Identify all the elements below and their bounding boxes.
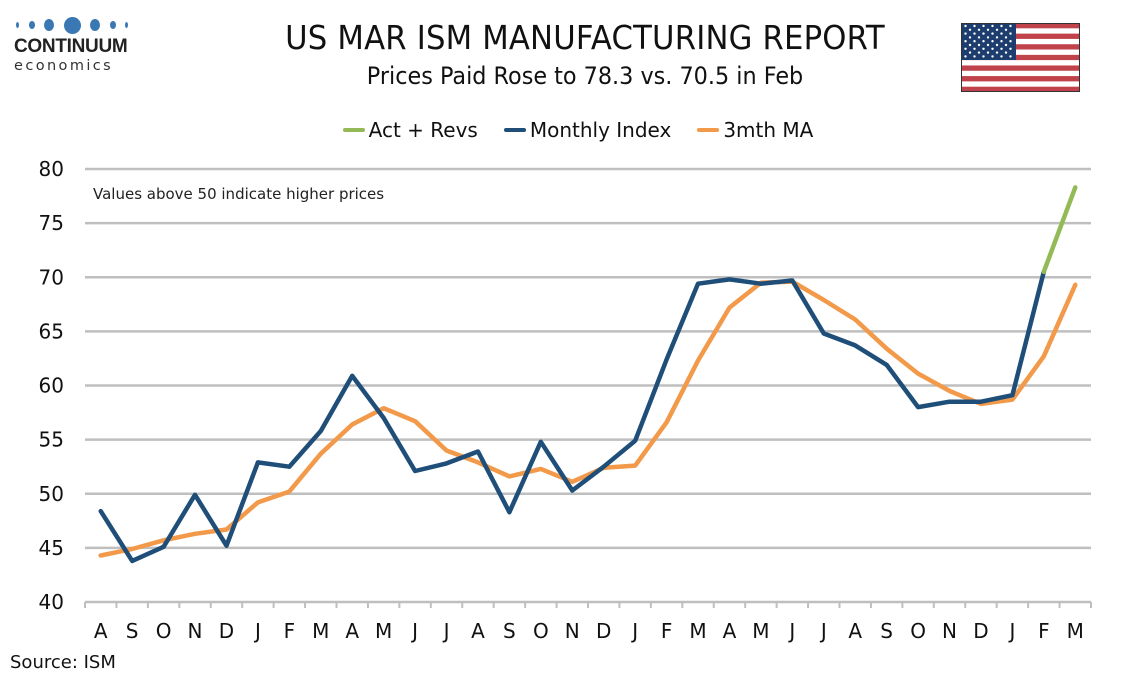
series-lines <box>98 185 1078 564</box>
source-note: Source: ISM <box>10 652 116 673</box>
legend-item-3mth-ma: 3mth MA <box>697 118 813 142</box>
brand-sub: economics <box>14 58 114 74</box>
x-tick-label: F <box>1038 619 1050 643</box>
x-tick-label: J <box>819 619 827 643</box>
x-tick-label: O <box>156 619 172 643</box>
series-line-monthly-index <box>98 269 1047 564</box>
legend-swatch-act-revs <box>342 128 365 132</box>
y-tick-label: 80 <box>39 157 64 181</box>
chart-title: US MAR ISM MANUFACTURING REPORT <box>285 18 885 57</box>
x-tick-label: S <box>880 619 893 643</box>
y-tick-label: 65 <box>39 319 64 343</box>
y-tick-label: 55 <box>39 428 64 452</box>
y-tick-label: 75 <box>39 211 64 235</box>
y-tick-label: 70 <box>39 265 64 289</box>
x-tick-label: O <box>533 619 549 643</box>
x-tick-label: A <box>848 619 862 643</box>
x-tick-label: A <box>345 619 359 643</box>
x-tick-label: J <box>410 619 418 643</box>
x-tick-label: S <box>126 619 139 643</box>
x-tick-label: M <box>375 619 392 643</box>
y-tick-label: 40 <box>39 590 64 614</box>
x-tick-label: J <box>1007 619 1015 643</box>
chart-legend: Act + Revs Monthly Index 3mth MA <box>0 118 1134 142</box>
x-axis <box>84 602 1092 608</box>
x-tick-label: J <box>787 619 795 643</box>
x-tick-label: S <box>503 619 516 643</box>
x-tick-label: F <box>284 619 296 643</box>
legend-label-monthly-index: Monthly Index <box>529 118 672 142</box>
brand-name: CONTINUUM <box>14 36 128 57</box>
x-tick-label: J <box>630 619 638 643</box>
legend-label-act-revs: Act + Revs <box>368 118 478 142</box>
x-tick-label: F <box>661 619 673 643</box>
x-tick-label: J <box>253 619 261 643</box>
legend-swatch-3mth-ma <box>697 128 720 132</box>
chart-subtitle: Prices Paid Rose to 78.3 vs. 70.5 in Feb <box>366 62 804 90</box>
x-tick-label: N <box>188 619 203 643</box>
x-tick-label: J <box>442 619 450 643</box>
legend-label-3mth-ma: 3mth MA <box>723 118 814 142</box>
chart-annotation: Values above 50 indicate higher prices <box>93 185 384 203</box>
y-axis-ticks: 40 45 50 55 60 65 70 75 80 <box>39 157 64 614</box>
x-tick-label: A <box>471 619 485 643</box>
x-tick-label: M <box>689 619 706 643</box>
y-tick-label: 45 <box>39 536 64 560</box>
y-tick-label: 60 <box>39 374 64 398</box>
y-tick-label: 50 <box>39 482 64 506</box>
x-tick-label: O <box>910 619 926 643</box>
logo-dots-icon <box>14 14 128 36</box>
us-flag-icon <box>961 23 1080 92</box>
x-tick-label: M <box>312 619 329 643</box>
gridlines <box>85 167 1091 604</box>
continuum-logo: CONTINUUM economics <box>14 14 132 74</box>
x-tick-label: D <box>973 619 988 643</box>
x-tick-label: M <box>1067 619 1084 643</box>
series-line-act-revs <box>1041 185 1078 275</box>
series-line-3mth-ma <box>98 279 1078 558</box>
legend-item-monthly-index: Monthly Index <box>503 118 672 142</box>
x-tick-label: D <box>596 619 611 643</box>
x-tick-label: N <box>942 619 957 643</box>
x-tick-label: D <box>219 619 234 643</box>
legend-item-act-revs: Act + Revs <box>342 118 478 142</box>
x-tick-label: N <box>565 619 580 643</box>
x-tick-label: M <box>752 619 769 643</box>
legend-swatch-monthly-index <box>503 128 526 132</box>
x-tick-label: A <box>94 619 108 643</box>
x-tick-label: A <box>723 619 737 643</box>
